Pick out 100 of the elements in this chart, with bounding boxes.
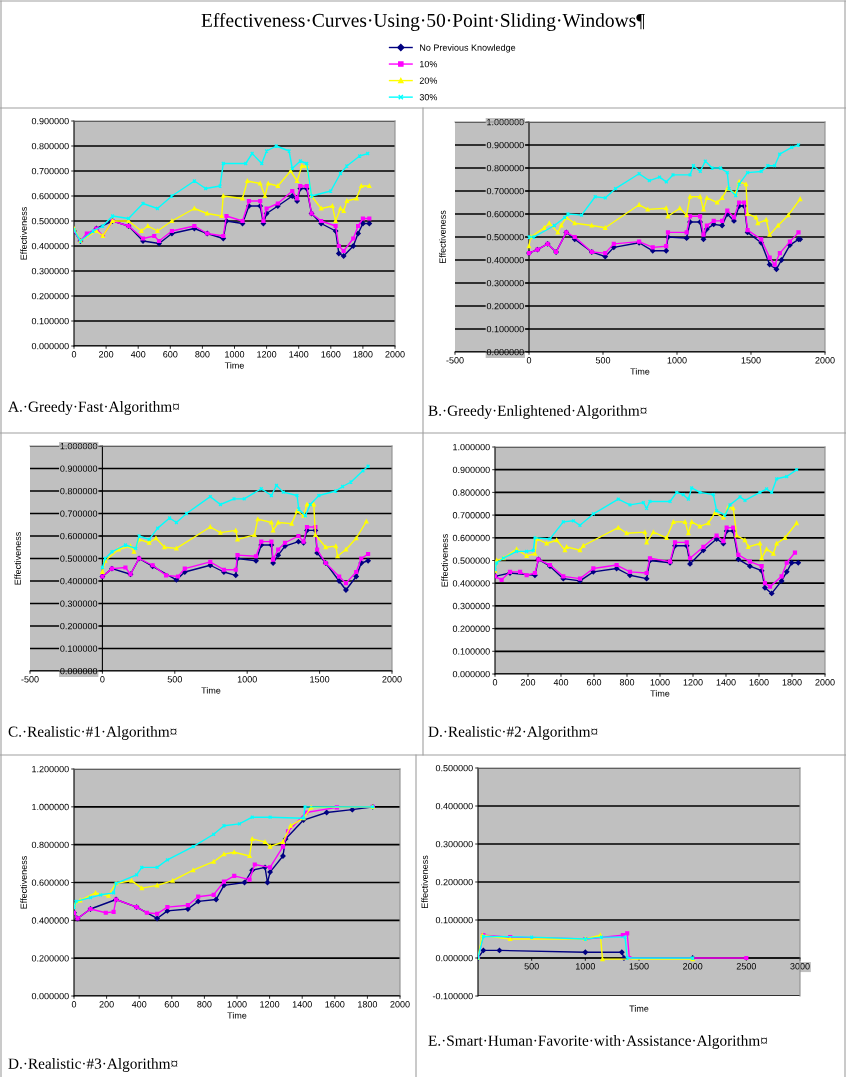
y-tick-label: 0.100000	[452, 648, 490, 655]
y-tick-label: 0.300000	[435, 840, 473, 848]
x-axis-title: Time	[650, 690, 670, 697]
y-tick-label: 0.300000	[486, 279, 524, 287]
x-tick-label: 0	[71, 1001, 77, 1008]
x-tick-label: 1200	[257, 351, 277, 358]
x-tick-label: 800	[619, 679, 635, 686]
x-tick-label: 0	[100, 676, 105, 683]
y-tick-label: 0.200000	[31, 292, 69, 300]
y-tick-label: 0.000000	[60, 667, 98, 675]
x-tick-label: 400	[131, 1001, 147, 1008]
y-tick-label: 0.600000	[486, 210, 524, 218]
text: C.·Realistic·#1·Algorithm¤	[8, 726, 177, 740]
x-tick-label: -500	[446, 357, 464, 364]
x-tick-label: 1000	[667, 357, 687, 364]
y-tick-label: 0.700000	[60, 510, 98, 517]
x-tick-label: 1000	[227, 1001, 247, 1008]
y-tick-label: 0.700000	[486, 187, 524, 195]
text: D.·Realistic·#2·Algorithm¤	[428, 726, 598, 740]
x-tick-label: 1200	[260, 1001, 280, 1008]
y-tick-label: 0.500000	[60, 555, 98, 562]
x-tick-label: 0	[526, 357, 532, 364]
x-tick-label: 2500	[736, 963, 757, 970]
x-tick-label: 800	[197, 1001, 212, 1008]
x-tick-label: 400	[553, 679, 569, 686]
y-tick-label: 0.900000	[452, 466, 490, 474]
y-tick-label: 0.400000	[31, 242, 69, 250]
y-tick-label: 0.800000	[60, 487, 98, 495]
y-tick-label: 0.800000	[452, 489, 490, 496]
x-axis-title: Time	[227, 1012, 247, 1019]
y-tick-label: 0.100000	[486, 325, 524, 333]
y-tick-label: 0.900000	[486, 141, 524, 149]
y-tick-label: 0.600000	[60, 532, 98, 540]
legend-label: 30%	[419, 93, 438, 101]
x-tick-label: 1400	[289, 351, 309, 358]
y-tick-label: 0.000000	[31, 992, 69, 1000]
y-tick-label: 0.500000	[31, 217, 69, 225]
x-tick-label: 600	[163, 351, 178, 358]
y-tick-label: 0.000000	[452, 670, 490, 678]
x-tick-label: 1600	[749, 679, 769, 686]
y-axis-title: Effectiveness	[439, 210, 446, 264]
y-tick-label: 0.700000	[31, 167, 69, 175]
x-tick-label: 1000	[650, 679, 670, 686]
y-tick-label: 0.000000	[435, 954, 473, 962]
y-tick-label: 0.800000	[486, 164, 524, 172]
x-tick-label: 1600	[321, 351, 341, 358]
y-tick-label: 0.800000	[31, 142, 69, 150]
x-tick-label: 2000	[382, 676, 402, 683]
x-tick-label: 500	[167, 676, 182, 683]
y-tick-label: 0.200000	[60, 622, 98, 630]
x-axis-title: Time	[201, 687, 221, 694]
x-axis-title: Time	[629, 1005, 649, 1012]
y-axis-title: Effectiveness	[14, 532, 21, 585]
y-tick-label: 1.000000	[487, 118, 524, 126]
x-tick-label: 1200	[683, 679, 703, 686]
y-axis-title: Effectiveness	[20, 207, 27, 260]
x-tick-label: 2000	[385, 351, 405, 358]
y-tick-label: 0.400000	[435, 802, 473, 810]
x-tick-label: 1400	[292, 1001, 312, 1008]
x-tick-label: 1600	[325, 1001, 345, 1008]
x-tick-label: 3000	[790, 963, 810, 970]
y-tick-label: 0.100000	[60, 645, 98, 652]
text: Effectiveness·Curves·Using·50·Point·Sliding·Windows¶	[201, 13, 645, 31]
y-tick-label: 0.700000	[452, 512, 490, 519]
legend-label: 10%	[420, 60, 438, 68]
x-tick-label: 2000	[815, 357, 835, 364]
legend-label: No Previous Knowledge	[420, 44, 516, 53]
y-tick-label: 0.000000	[31, 342, 69, 350]
x-tick-label: 400	[130, 351, 146, 358]
y-tick-label: 0.400000	[452, 580, 490, 587]
text: D.·Realistic·#3·Algorithm¤	[8, 1058, 178, 1072]
x-tick-label: 2000	[390, 1001, 410, 1008]
x-tick-label: 500	[524, 963, 539, 970]
y-tick-label: 0.500000	[435, 764, 473, 772]
x-tick-label: 200	[99, 351, 114, 358]
x-tick-label: 1000	[575, 963, 596, 970]
y-tick-label: 0.900000	[31, 117, 69, 125]
x-tick-label: 800	[195, 351, 210, 358]
y-tick-label: 1.000000	[453, 443, 490, 451]
x-tick-label: 1800	[782, 679, 802, 686]
x-tick-label: 600	[164, 1001, 179, 1008]
y-tick-label: -0.100000	[432, 992, 473, 1000]
x-axis-title: Time	[630, 368, 650, 375]
y-tick-label: 0.500000	[452, 557, 490, 564]
x-tick-label: 2000	[815, 679, 835, 686]
x-tick-label: 1400	[716, 679, 736, 686]
y-axis-title: Effectiveness	[421, 855, 428, 909]
text: B.·Greedy·Enlightened·Algorithm¤	[428, 405, 647, 419]
y-tick-label: 1.000000	[32, 803, 69, 811]
y-tick-label: 0.200000	[435, 878, 473, 886]
y-tick-label: 0.400000	[486, 256, 524, 264]
y-tick-label: 0.000000	[486, 348, 524, 356]
y-tick-label: 0.300000	[452, 602, 490, 610]
legend-label: 20%	[419, 77, 438, 84]
y-axis-title: Effectiveness	[20, 856, 27, 909]
y-tick-label: 0.200000	[486, 302, 524, 310]
x-tick-label: 600	[586, 679, 602, 686]
text: E.·Smart·Human·Favorite·with·Assistance·Algorithm¤	[428, 1035, 768, 1049]
x-tick-label: 1000	[237, 676, 257, 683]
y-tick-label: 0.300000	[31, 267, 69, 275]
